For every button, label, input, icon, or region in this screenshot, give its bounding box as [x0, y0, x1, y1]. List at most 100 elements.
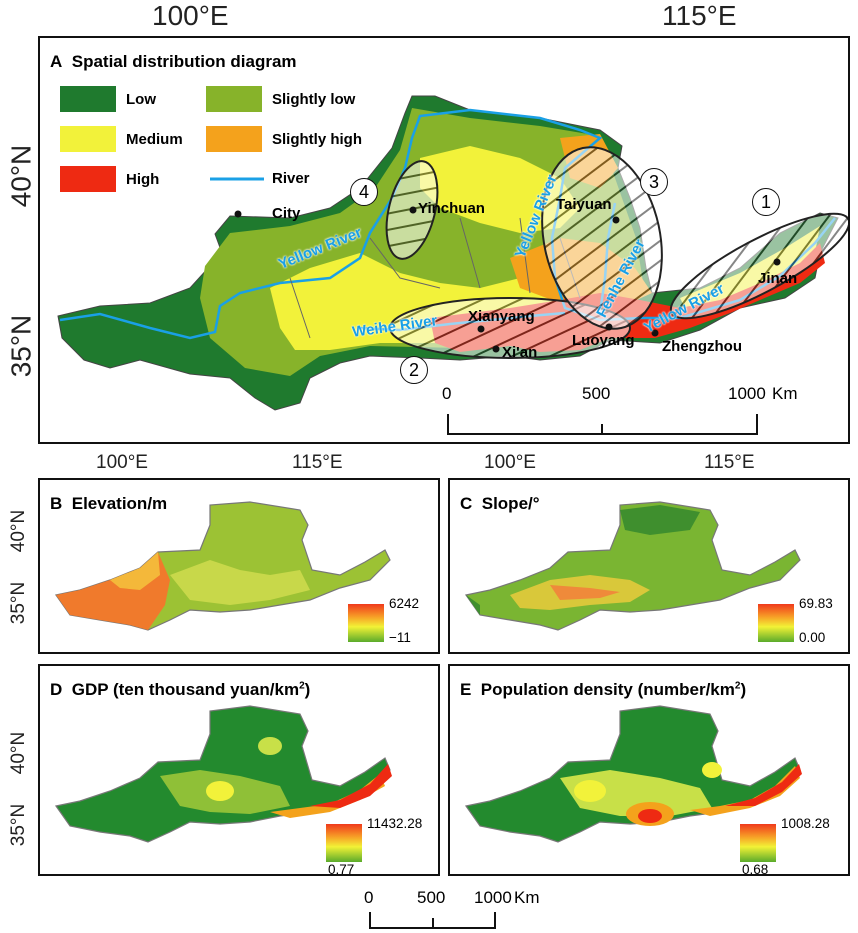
city-dot-taiyuan: [612, 216, 620, 224]
panel-a-letter: A: [50, 52, 63, 71]
panel-d-min: 0.77: [328, 862, 355, 876]
bottom-scale-500: 500: [417, 888, 446, 907]
lat-label-35n: 35°N: [5, 314, 37, 378]
panel-d-letter: D: [50, 680, 63, 699]
panel-d-map: [54, 705, 392, 843]
city-dot-zhengzhou: [651, 329, 659, 337]
region-medium-north: [420, 146, 580, 233]
panel-c-min: 0.00: [799, 630, 826, 645]
lat-label-40n: 40°N: [5, 144, 37, 208]
city-dot-luoyang: [605, 323, 613, 331]
panel-e-title-sup: 2: [734, 680, 741, 692]
legend-label-slightly-high: Slightly high: [272, 130, 362, 148]
panel-a-title-text: Spatial distribution diagram: [71, 52, 297, 71]
panel-a-map: [57, 95, 848, 435]
panel-a-spatial-distribution: A Spatial distribution diagram Low Sligh…: [38, 36, 850, 444]
panel-c-max: 69.83: [799, 596, 833, 611]
scale-a-1000: 1000: [728, 384, 766, 403]
city-dot-xian: [492, 345, 500, 353]
panel-c-map: [464, 501, 801, 631]
panel-d-title-text: GDP (ten thousand yuan/km: [71, 680, 300, 699]
lon-label-115e: 115°E: [662, 0, 737, 31]
panel-b-elevation: B Elevation/m 6242 −11: [38, 478, 440, 654]
legend-swatch-high: [60, 166, 116, 192]
panel-e-map: [464, 705, 802, 843]
lat-label-b-40n: 40°N: [8, 509, 30, 553]
panel-d-title-close: ): [304, 680, 311, 699]
lat-label-b-35n: 35°N: [8, 581, 30, 625]
legend-low: Low: [60, 86, 156, 112]
panel-b-min: −11: [389, 630, 411, 645]
legend-slightly-high: Slightly high: [206, 126, 362, 152]
panel-d-max: 11432.28: [367, 816, 423, 831]
zone-3-ellipse: [541, 146, 663, 330]
legend-label-high: High: [126, 170, 160, 188]
zone-marker-4: 4: [350, 178, 378, 206]
scale-a-0: 0: [442, 384, 452, 403]
city-label-jinan: Jinan: [758, 270, 798, 287]
panel-e-letter: E: [460, 680, 472, 699]
legend-city-dot: [234, 210, 242, 218]
panel-b-title: B Elevation/m: [50, 494, 167, 514]
zone-marker-2: 2: [400, 356, 428, 384]
city-label-yinchuan: Yinchuan: [418, 200, 485, 217]
panel-c-letter: C: [460, 494, 473, 513]
lon-label-b-100e: 100°E: [96, 452, 148, 473]
panel-e-title: E Population density (number/km2): [460, 680, 746, 700]
legend-label-slightly-low: Slightly low: [272, 90, 356, 108]
scale-a-unit: Km: [772, 384, 798, 403]
legend-slightly-low: Slightly low: [206, 86, 355, 112]
city-dot-jinan: [773, 258, 781, 266]
panel-b-letter: B: [50, 494, 63, 513]
legend-medium: Medium: [60, 126, 183, 152]
city-label-luoyang: Luoyang: [572, 332, 635, 349]
panel-e-min: 0.68: [742, 862, 769, 876]
lon-label-b-115e: 115°E: [292, 452, 343, 473]
panel-e-population: E Population density (number/km2) 1008.2…: [448, 664, 850, 876]
zone-marker-3: 3: [640, 168, 668, 196]
bottom-scale-1000: 1000: [474, 888, 512, 907]
zone-2-ellipse: [389, 297, 631, 359]
lon-label-c-115e: 115°E: [704, 452, 755, 473]
panel-c-slope: C Slope/° 69.83 0.00: [448, 478, 850, 654]
panel-b-max: 6242: [389, 596, 420, 611]
panel-c-color-ramp: [758, 604, 794, 642]
scale-bar-a: [447, 414, 758, 435]
legend-swatch-low: [60, 86, 116, 112]
legend-swatch-slightly-low: [206, 86, 262, 112]
panel-b-title-text: Elevation/m: [71, 494, 168, 513]
city-dot-yinchuan: [409, 206, 417, 214]
panel-c-title: C Slope/°: [460, 494, 540, 514]
panel-a-title: A Spatial distribution diagram: [50, 52, 297, 72]
legend-label-city: City: [272, 205, 301, 222]
panel-e-title-close: ): [740, 680, 747, 699]
bottom-scale-unit: Km: [514, 888, 540, 907]
legend-label-medium: Medium: [126, 130, 183, 148]
legend-label-low: Low: [126, 90, 156, 108]
panel-e-color-ramp: [740, 824, 776, 862]
lon-label-c-100e: 100°E: [484, 452, 536, 473]
panel-c-title-text: Slope/°: [481, 494, 540, 513]
scale-a-500: 500: [582, 384, 611, 403]
legend-swatch-slightly-high: [206, 126, 262, 152]
legend-high: High: [60, 166, 159, 192]
panel-d-color-ramp: [326, 824, 362, 862]
lat-label-d-40n: 40°N: [8, 731, 30, 775]
city-label-zhengzhou: Zhengzhou: [662, 338, 742, 355]
zone-marker-1: 1: [752, 188, 780, 216]
legend-label-river: River: [272, 170, 310, 187]
panel-b-map: [54, 501, 391, 631]
zone-1-ellipse: [669, 212, 848, 320]
panel-e-title-text: Population density (number/km: [480, 680, 735, 699]
city-label-xianyang: Xianyang: [468, 308, 535, 325]
lat-label-d-35n: 35°N: [8, 803, 30, 847]
city-label-taiyuan: Taiyuan: [556, 196, 612, 213]
panel-d-gdp: D GDP (ten thousand yuan/km2) 11432.28 0…: [38, 664, 440, 876]
panel-d-title-sup: 2: [299, 680, 305, 692]
legend-swatch-medium: [60, 126, 116, 152]
bottom-scale-0: 0: [364, 888, 374, 907]
city-dot-xianyang: [477, 325, 485, 333]
panel-b-color-ramp: [348, 604, 384, 642]
city-label-xian: Xi'an: [502, 344, 538, 361]
lon-label-100e: 100°E: [152, 0, 229, 31]
